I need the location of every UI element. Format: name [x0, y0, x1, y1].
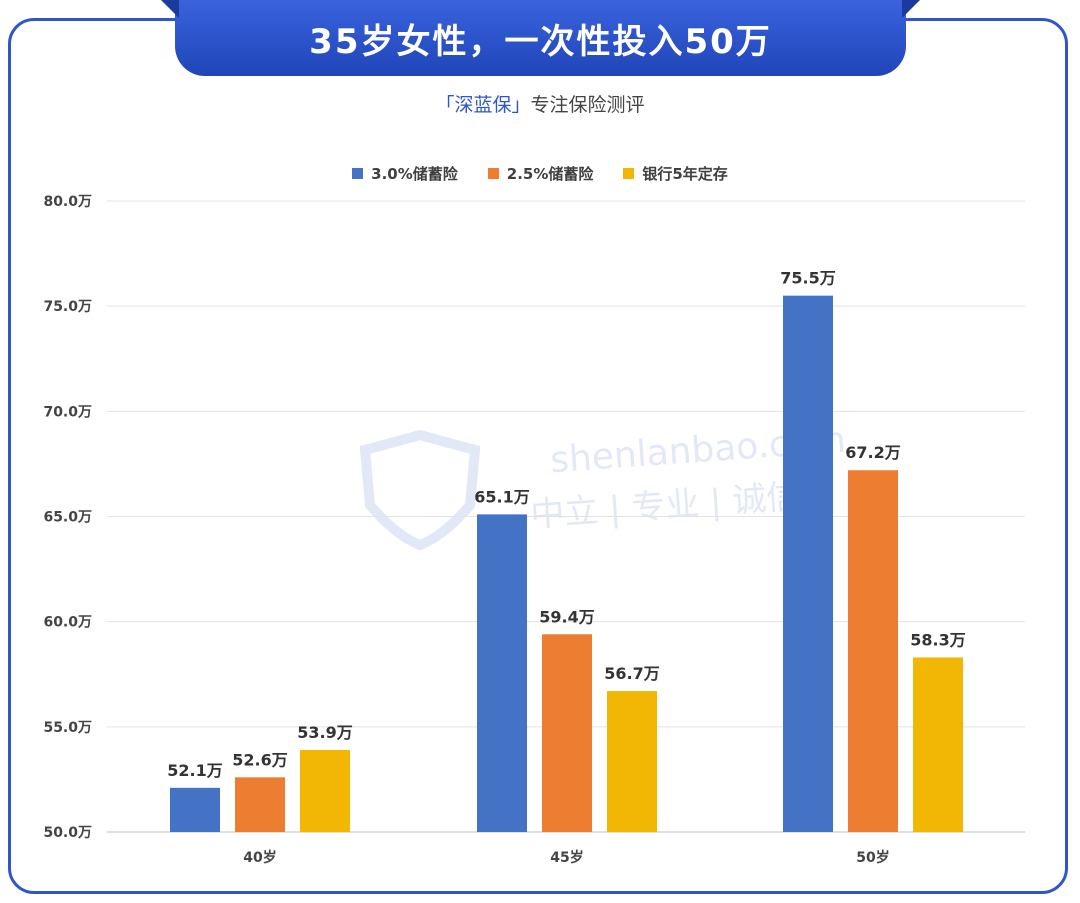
y-tick-label: 50.0万: [43, 825, 92, 841]
x-tick-label: 50岁: [856, 849, 889, 866]
legend-swatch-series-1: [352, 168, 364, 179]
brand-tagline: 专注保险测评: [530, 94, 645, 116]
legend-swatch-series-2: [487, 168, 499, 179]
data-label: 52.6万: [232, 750, 287, 769]
y-tick-label: 55.0万: [43, 720, 92, 736]
brand-name: 「深蓝保」: [435, 94, 531, 116]
data-label: 59.4万: [539, 607, 594, 626]
bar: [848, 470, 898, 832]
legend: 3.0%储蓄险 2.5%储蓄险 银行5年定存: [0, 163, 1080, 184]
x-tick-label: 40岁: [243, 849, 276, 866]
y-tick-label: 60.0万: [43, 615, 92, 631]
data-label: 56.7万: [604, 664, 659, 683]
title-banner: 35岁女性，一次性投入50万: [175, 0, 906, 76]
data-label: 53.9万: [297, 723, 352, 742]
subtitle: 「深蓝保」专注保险测评: [0, 90, 1080, 117]
bar: [607, 691, 657, 832]
data-label: 75.5万: [780, 269, 835, 288]
bar: [783, 295, 833, 832]
data-label: 67.2万: [845, 443, 900, 462]
y-tick-label: 75.0万: [43, 299, 92, 315]
bar: [235, 777, 285, 832]
legend-label-series-2: 2.5%储蓄险: [506, 165, 594, 183]
legend-swatch-series-3: [623, 168, 635, 179]
x-tick-label: 45岁: [550, 849, 583, 866]
bar: [913, 657, 963, 832]
data-label: 52.1万: [167, 761, 222, 780]
y-tick-label: 70.0万: [43, 404, 92, 420]
data-label: 58.3万: [910, 630, 965, 649]
bar: [300, 749, 350, 832]
legend-item-series-1: 3.0%储蓄险: [352, 163, 458, 184]
y-tick-label: 65.0万: [43, 510, 92, 526]
bar: [477, 514, 527, 832]
legend-item-series-2: 2.5%储蓄险: [487, 163, 594, 184]
y-tick-label: 80.0万: [43, 194, 92, 210]
data-label: 65.1万: [474, 487, 529, 506]
chart-title: 35岁女性，一次性投入50万: [309, 21, 772, 62]
bar: [542, 634, 592, 832]
legend-item-series-3: 银行5年定存: [623, 163, 728, 184]
legend-label-series-3: 银行5年定存: [642, 165, 728, 183]
bar: [170, 787, 220, 832]
legend-label-series-1: 3.0%储蓄险: [371, 165, 458, 183]
